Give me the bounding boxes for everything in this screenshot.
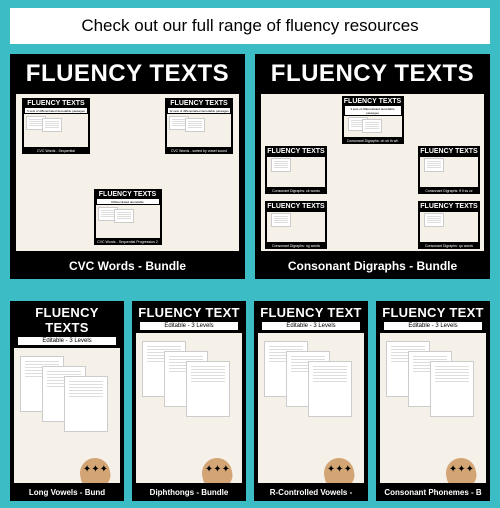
card-footer: R-Controlled Vowels - <box>254 484 368 501</box>
mini-title: FLUENCY TEXTS <box>165 98 233 108</box>
mini-title: FLUENCY TEXTS <box>418 146 480 156</box>
mini-card: FLUENCY TEXTS 12 sets of differentiated … <box>165 98 233 154</box>
mini-title: FLUENCY TEXTS <box>265 201 327 211</box>
mini-title: FLUENCY TEXTS <box>22 98 90 108</box>
mini-footer: Consonant Digraphs: ff ll ss zz <box>418 188 480 194</box>
mini-body <box>344 116 402 137</box>
mini-card: FLUENCY TEXTS Consonant Digraphs: qu wor… <box>418 201 480 249</box>
card-footer: CVC Words - Bundle <box>10 253 245 279</box>
bottom-row: FLUENCY TEXTS Editable - 3 Levels ✦✦✦ Lo… <box>10 301 490 501</box>
card-body: ✦✦✦ <box>258 333 364 483</box>
mini-title: FLUENCY TEXTS <box>342 96 404 106</box>
mini-footer: CVC Words - Sequential <box>22 148 90 154</box>
mini-body <box>420 157 478 187</box>
card-title: FLUENCY TEXTS <box>10 301 124 337</box>
mini-card: FLUENCY TEXTS Differentiated decodable C… <box>94 189 162 245</box>
card-footer: Long Vowels - Bund <box>10 484 124 501</box>
card-footer: Consonant Digraphs - Bundle <box>255 253 490 279</box>
mini-footer: CVC Words - sorted by vowel sound <box>165 148 233 154</box>
mini-body <box>96 205 160 238</box>
card-title: FLUENCY TEXTS <box>255 54 490 92</box>
mini-title: FLUENCY TEXTS <box>94 189 162 199</box>
mini-sub: Differentiated decodable <box>97 199 159 204</box>
top-row: FLUENCY TEXTS FLUENCY TEXTS 5 sets of di… <box>10 54 490 279</box>
card-body: FLUENCY TEXTS 5 sets of differentiated d… <box>16 94 239 251</box>
card-title: FLUENCY TEXT <box>376 301 490 322</box>
card-title: FLUENCY TEXTS <box>10 54 245 92</box>
card-body: ✦✦✦ <box>14 348 120 483</box>
card-footer: Consonant Phonemes - B <box>376 484 490 501</box>
stars-icon: ✦✦✦ <box>205 464 230 475</box>
mini-card: FLUENCY TEXTS Consonant Digraphs: ng wor… <box>265 201 327 249</box>
mini-footer: Consonant Digraphs: qu words <box>418 243 480 249</box>
card-body: ✦✦✦ <box>380 333 486 483</box>
mini-footer: Consonant Digraphs: ng words <box>265 243 327 249</box>
stars-icon: ✦✦✦ <box>327 464 352 475</box>
card-body: FLUENCY TEXTS 3 sets of differentiated d… <box>261 94 484 251</box>
product-card-cvc[interactable]: FLUENCY TEXTS FLUENCY TEXTS 5 sets of di… <box>10 54 245 279</box>
mini-sub: 12 sets of differentiated decodable pass… <box>168 108 230 113</box>
header-text: Check out our full range of fluency reso… <box>81 16 418 35</box>
mini-body <box>167 114 231 147</box>
mini-footer: Consonant Digraphs: ch sh th wh <box>342 138 404 144</box>
mini-card: FLUENCY TEXTS 5 sets of differentiated d… <box>22 98 90 154</box>
card-footer: Diphthongs - Bundle <box>132 484 246 501</box>
card-title: FLUENCY TEXT <box>132 301 246 322</box>
card-title: FLUENCY TEXT <box>254 301 368 322</box>
mini-footer: CVC Words - Sequential Progression 2 <box>94 239 162 245</box>
mini-title: FLUENCY TEXTS <box>265 146 327 156</box>
stars-icon: ✦✦✦ <box>449 464 474 475</box>
header-banner: Check out our full range of fluency reso… <box>10 8 490 44</box>
card-subtitle: Editable - 3 Levels <box>140 322 238 330</box>
mini-body <box>267 157 325 187</box>
product-card-r-controlled[interactable]: FLUENCY TEXT Editable - 3 Levels ✦✦✦ R-C… <box>254 301 368 501</box>
product-card-phonemes[interactable]: FLUENCY TEXT Editable - 3 Levels ✦✦✦ Con… <box>376 301 490 501</box>
card-subtitle: Editable - 3 Levels <box>18 337 116 345</box>
card-subtitle: Editable - 3 Levels <box>262 322 360 330</box>
mini-sub: 3 sets of differentiated decodable passa… <box>345 106 401 115</box>
mini-card: FLUENCY TEXTS Consonant Digraphs: ck wor… <box>265 146 327 194</box>
mini-footer: Consonant Digraphs: ck words <box>265 188 327 194</box>
stars-icon: ✦✦✦ <box>83 464 108 475</box>
card-body: ✦✦✦ <box>136 333 242 483</box>
mini-body <box>420 212 478 242</box>
product-card-digraphs[interactable]: FLUENCY TEXTS FLUENCY TEXTS 3 sets of di… <box>255 54 490 279</box>
mini-card: FLUENCY TEXTS Consonant Digraphs: ff ll … <box>418 146 480 194</box>
mini-body <box>24 114 88 147</box>
mini-sub: 5 sets of differentiated decodable passa… <box>25 108 87 113</box>
card-subtitle: Editable - 3 Levels <box>384 322 482 330</box>
product-grid: FLUENCY TEXTS FLUENCY TEXTS 5 sets of di… <box>0 54 500 501</box>
product-card-long-vowels[interactable]: FLUENCY TEXTS Editable - 3 Levels ✦✦✦ Lo… <box>10 301 124 501</box>
mini-title: FLUENCY TEXTS <box>418 201 480 211</box>
product-card-diphthongs[interactable]: FLUENCY TEXT Editable - 3 Levels ✦✦✦ Dip… <box>132 301 246 501</box>
mini-card: FLUENCY TEXTS 3 sets of differentiated d… <box>342 96 404 144</box>
mini-body <box>267 212 325 242</box>
